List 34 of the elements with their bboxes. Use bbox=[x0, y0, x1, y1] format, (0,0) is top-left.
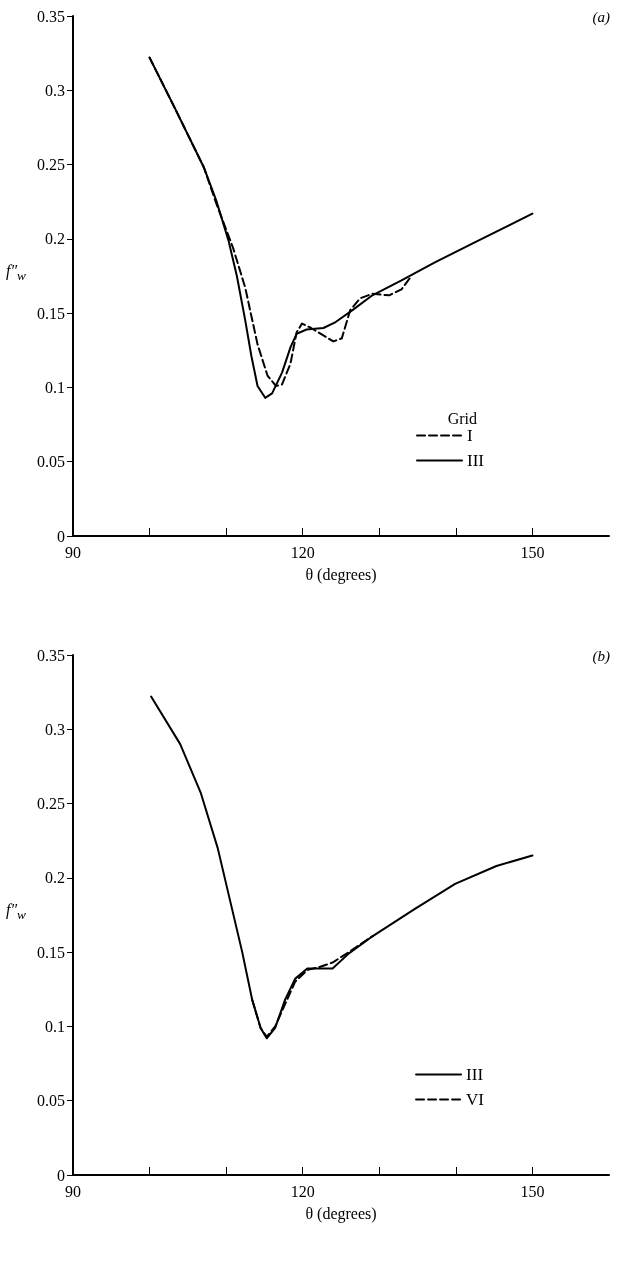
y-tick-label: 0.3 bbox=[45, 720, 65, 738]
y-tick-label: 0 bbox=[57, 1166, 65, 1184]
y-tick-label: 0.2 bbox=[45, 869, 65, 887]
legend-title: Grid bbox=[447, 409, 477, 427]
y-tick-label: 0.2 bbox=[45, 230, 65, 248]
y-axis-title: f″$_{w}$ bbox=[6, 262, 26, 285]
y-axis-title: f″$_{w}$ bbox=[6, 901, 26, 924]
legend-label: I bbox=[467, 426, 474, 445]
legend-label: III bbox=[467, 451, 485, 470]
chart-title: (a) bbox=[592, 8, 611, 26]
y-tick-label: 0.05 bbox=[37, 1092, 65, 1110]
legend-label: VI bbox=[466, 1090, 485, 1109]
y-tick-label: 0.25 bbox=[37, 795, 65, 813]
line-series bbox=[150, 695, 534, 1040]
y-tick-label: 0.3 bbox=[45, 81, 65, 99]
x-tick-label: 150 bbox=[520, 543, 545, 561]
x-tick-label: 90 bbox=[65, 543, 81, 561]
x-tick-label: 150 bbox=[520, 1182, 545, 1200]
x-axis-title: θ (degrees) bbox=[305, 1204, 377, 1223]
y-tick-label: 0.1 bbox=[45, 1017, 65, 1035]
y-tick-label: 0 bbox=[57, 527, 65, 545]
x-tick-label: 120 bbox=[290, 543, 315, 561]
y-tick-label: 0.35 bbox=[37, 7, 65, 25]
chart-title: (b) bbox=[592, 647, 611, 665]
x-axis-title: θ (degrees) bbox=[305, 565, 377, 584]
legend-label: III bbox=[466, 1065, 484, 1084]
y-tick-label: 0.35 bbox=[37, 646, 65, 664]
x-tick-label: 90 bbox=[65, 1182, 81, 1200]
y-tick-label: 0.15 bbox=[37, 304, 65, 322]
x-tick-label: 120 bbox=[290, 1182, 315, 1200]
y-tick-label: 0.15 bbox=[37, 943, 65, 961]
y-tick-label: 0.25 bbox=[37, 156, 65, 174]
y-tick-label: 0.1 bbox=[45, 378, 65, 396]
y-tick-label: 0.05 bbox=[37, 453, 65, 471]
